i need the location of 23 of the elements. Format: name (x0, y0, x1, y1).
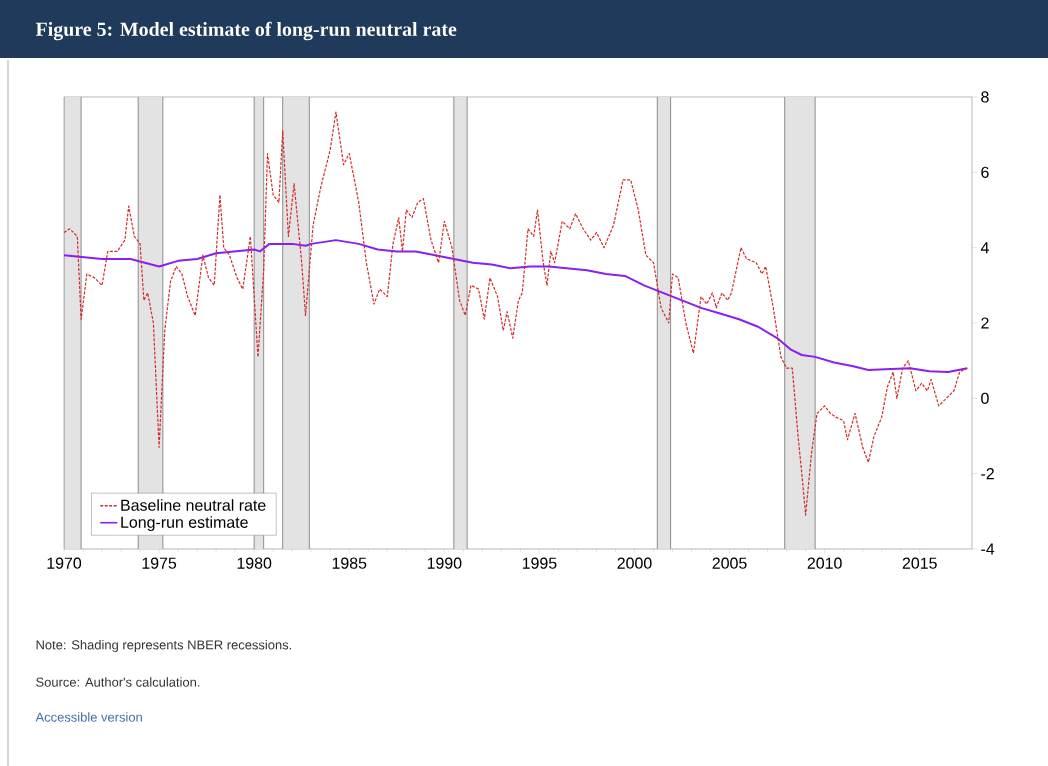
source-note: Source: Author's calculation. (36, 676, 200, 687)
x-tick-label: 1970 (47, 557, 82, 569)
text: Note: Shading represents NBER recessions. (36, 639, 292, 652)
y-tick-label: -4 (981, 543, 995, 555)
y-tick-label: 6 (981, 166, 989, 178)
text: Accessible version (35, 711, 142, 722)
chart-title: Figure 5: Model estimate of long-run neutral rate (35, 21, 457, 40)
x-tick-label: 2000 (617, 557, 652, 569)
legend-label: Baseline neutral rate (121, 498, 266, 511)
x-tick-label: 1985 (332, 557, 367, 569)
y-tick-label: 8 (981, 91, 989, 103)
x-tick-label: 1995 (522, 557, 557, 569)
y-tick-label: -2 (981, 467, 994, 479)
x-tick-label: 1980 (237, 557, 272, 569)
y-tick-label: 4 (980, 241, 989, 253)
x-tick-label: 2015 (902, 557, 937, 569)
x-tick-label: 2010 (807, 557, 842, 569)
x-tick-label: 1975 (142, 557, 177, 569)
legend-label: Long-run estimate (121, 515, 248, 531)
y-tick-label: 2 (981, 317, 989, 329)
x-tick-label: 1990 (427, 557, 462, 569)
y-tick-label: 0 (981, 392, 989, 404)
x-tick-label: 2005 (712, 557, 747, 569)
